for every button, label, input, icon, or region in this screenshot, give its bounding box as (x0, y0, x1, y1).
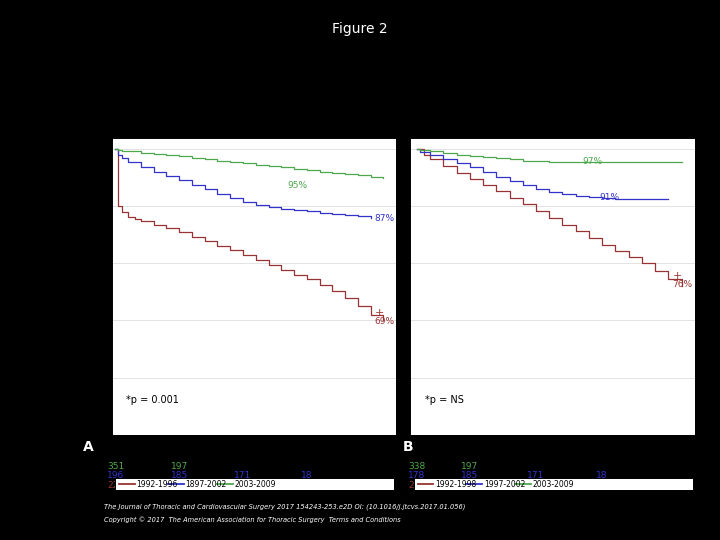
Y-axis label: Freedom from Composite Endpoint: Freedom from Composite Endpoint (61, 201, 71, 371)
Text: At Risk: At Risk (537, 450, 568, 459)
Text: 338: 338 (408, 462, 426, 471)
Text: 34: 34 (662, 481, 674, 490)
Text: 18: 18 (301, 471, 312, 481)
Text: ELSEVIER: ELSEVIER (36, 520, 65, 525)
Text: 97%: 97% (582, 157, 603, 166)
Text: 76%: 76% (672, 280, 693, 289)
X-axis label: Years Post-Fontan: Years Post-Fontan (211, 456, 297, 467)
Text: Copyright © 2017  The American Association for Thoracic Surgery  Terms and Condi: Copyright © 2017 The American Associatio… (104, 516, 401, 523)
Text: At Risk: At Risk (238, 450, 269, 459)
Text: 196: 196 (107, 471, 124, 481)
Text: 189: 189 (462, 481, 479, 490)
Text: 185: 185 (462, 471, 479, 481)
Text: 1897-2002: 1897-2002 (185, 480, 226, 489)
Text: 69%: 69% (374, 317, 395, 326)
Text: B: B (403, 440, 414, 454)
Text: 175: 175 (593, 481, 611, 490)
Text: 87%: 87% (374, 214, 395, 224)
Text: 197: 197 (171, 462, 188, 471)
Text: 197: 197 (527, 481, 544, 490)
Text: 34: 34 (365, 481, 377, 490)
Text: 197: 197 (462, 462, 479, 471)
Text: +: + (374, 308, 384, 318)
X-axis label: Years Post-Fontan: Years Post-Fontan (509, 456, 595, 467)
Text: +: + (672, 271, 682, 281)
Text: 175: 175 (298, 481, 315, 490)
Text: 171: 171 (235, 471, 251, 481)
Text: 351: 351 (107, 462, 124, 471)
Text: 2003-2009: 2003-2009 (533, 480, 575, 489)
Text: 1992-1998: 1992-1998 (435, 480, 476, 489)
Text: The Journal of Thoracic and Cardiovascular Surgery 2017 154243-253.e2D OI: (10.1: The Journal of Thoracic and Cardiovascul… (104, 504, 466, 510)
Text: *p = NS: *p = NS (425, 395, 464, 405)
Text: 226: 226 (107, 481, 124, 490)
Text: 185: 185 (171, 471, 188, 481)
Text: A: A (83, 440, 94, 454)
Text: 18: 18 (596, 471, 608, 481)
Text: 1997-2002: 1997-2002 (484, 480, 525, 489)
Text: *p = 0.001: *p = 0.001 (126, 395, 179, 405)
Text: 200: 200 (408, 481, 426, 490)
Text: 171: 171 (527, 471, 544, 481)
Text: 193: 193 (171, 481, 188, 490)
Text: 1992-1996: 1992-1996 (136, 480, 177, 489)
Text: 2003-2009: 2003-2009 (234, 480, 276, 489)
Text: 95%: 95% (288, 181, 307, 190)
Text: 197: 197 (235, 481, 251, 490)
Text: Figure 2: Figure 2 (332, 22, 388, 36)
Text: 91%: 91% (600, 193, 620, 201)
Text: 178: 178 (408, 471, 426, 481)
